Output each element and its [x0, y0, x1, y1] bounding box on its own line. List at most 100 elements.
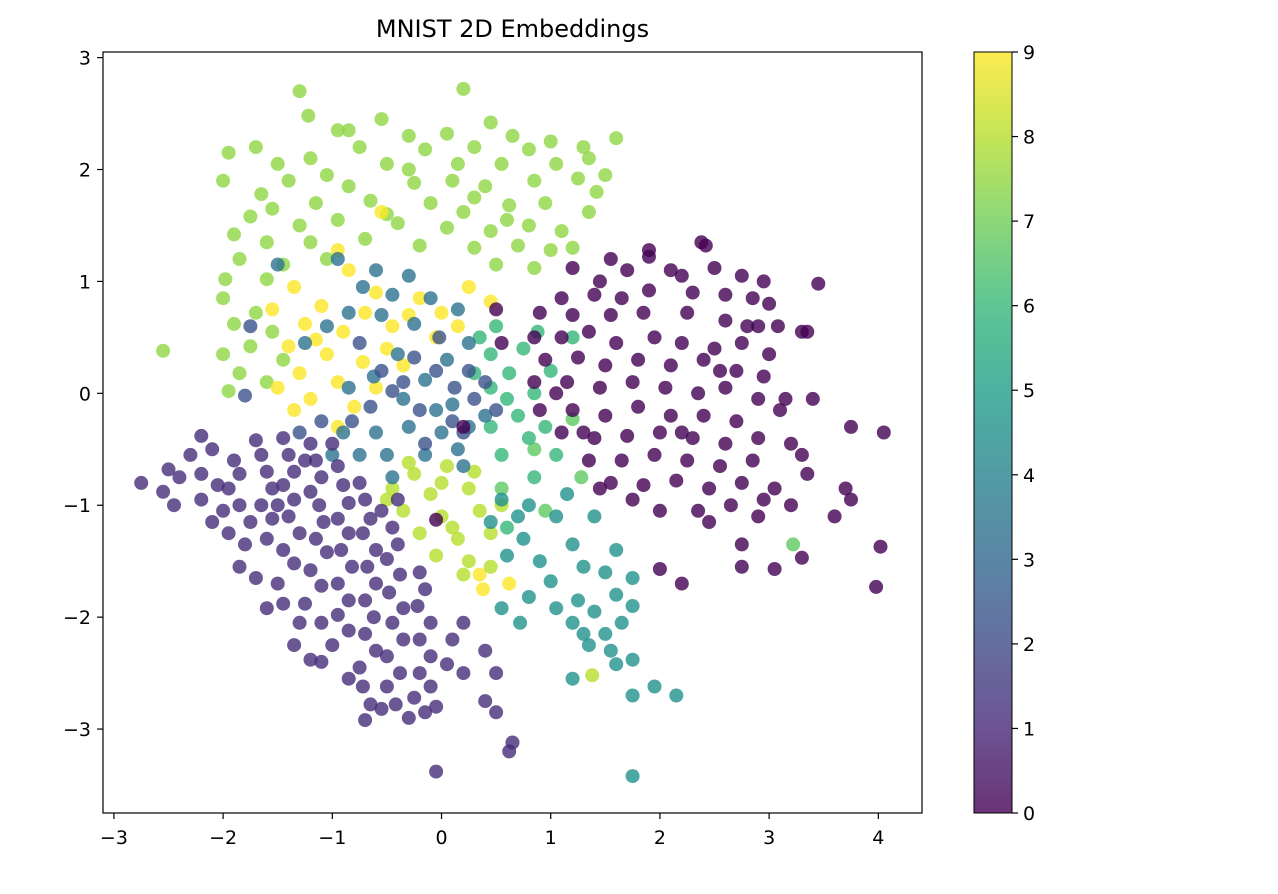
data-point — [576, 425, 591, 440]
x-tick-label: −3 — [100, 827, 128, 849]
data-point — [521, 498, 536, 513]
data-point — [401, 455, 416, 470]
data-point — [265, 302, 280, 317]
data-point — [827, 509, 842, 524]
colorbar-tick-label: 4 — [1023, 465, 1035, 487]
x-tick-label: 1 — [545, 827, 557, 849]
data-point — [456, 419, 471, 434]
data-point — [636, 305, 651, 320]
data-point — [450, 531, 465, 546]
data-point — [669, 473, 684, 488]
data-point — [221, 384, 236, 399]
x-tick-label: 2 — [654, 827, 666, 849]
data-point — [511, 238, 525, 253]
data-point — [762, 347, 777, 362]
data-point — [385, 615, 400, 630]
data-point — [418, 372, 433, 387]
data-point — [254, 187, 269, 202]
data-point — [396, 375, 411, 390]
data-point — [314, 470, 329, 485]
data-point — [549, 509, 564, 524]
series-class-3 — [270, 252, 493, 485]
data-point — [500, 391, 514, 406]
data-point — [167, 498, 181, 513]
data-point — [418, 447, 433, 462]
data-point — [614, 453, 629, 468]
data-point — [631, 399, 646, 414]
data-point — [565, 671, 580, 686]
data-point — [303, 235, 318, 250]
data-point — [685, 285, 700, 300]
data-point — [292, 218, 307, 233]
data-point — [625, 599, 640, 613]
data-point — [565, 240, 580, 255]
data-point — [281, 447, 296, 462]
data-point — [308, 453, 323, 468]
data-point — [734, 537, 749, 552]
data-point — [287, 464, 302, 479]
colorbar-tick-label: 0 — [1023, 803, 1035, 825]
data-point — [355, 280, 370, 294]
data-point — [423, 649, 438, 664]
data-point — [767, 481, 782, 496]
data-point — [396, 391, 411, 406]
x-tick-label: 0 — [435, 827, 447, 849]
data-point — [674, 425, 689, 440]
data-point — [352, 140, 367, 155]
data-point — [379, 447, 394, 462]
data-point — [385, 384, 400, 399]
data-point — [585, 668, 600, 683]
data-point — [734, 336, 749, 350]
data-point — [314, 299, 329, 313]
data-point — [581, 638, 596, 653]
data-point — [325, 447, 340, 462]
data-point — [478, 408, 493, 423]
y-tick-label: −2 — [63, 607, 91, 629]
data-point — [549, 447, 564, 462]
data-point — [360, 559, 375, 574]
data-point — [232, 252, 247, 266]
data-point — [494, 601, 509, 616]
data-point — [336, 425, 351, 440]
data-point — [396, 601, 411, 616]
data-point — [713, 363, 727, 378]
data-point — [407, 690, 422, 705]
data-point — [680, 305, 695, 320]
colorbar — [973, 51, 1013, 814]
chart-title: MNIST 2D Embeddings — [376, 15, 649, 43]
data-point — [543, 363, 558, 378]
data-point — [770, 319, 785, 334]
data-point — [625, 688, 640, 703]
data-point — [341, 623, 356, 638]
colorbar-tick-label: 5 — [1023, 380, 1035, 402]
data-point — [592, 481, 607, 496]
data-point — [500, 520, 514, 535]
data-point — [603, 643, 618, 658]
data-point — [369, 543, 383, 557]
data-point — [440, 459, 454, 474]
data-point — [521, 431, 536, 446]
data-point — [876, 425, 891, 440]
data-point — [401, 162, 416, 177]
data-point — [423, 196, 438, 211]
data-point — [232, 366, 247, 381]
data-point — [702, 481, 717, 496]
data-point — [478, 375, 493, 390]
data-point — [221, 145, 236, 160]
data-point — [603, 475, 618, 490]
data-point — [369, 425, 383, 440]
series-class-6 — [494, 412, 801, 552]
data-point — [265, 511, 280, 526]
data-point — [647, 679, 662, 694]
data-point — [227, 316, 241, 331]
data-point — [478, 694, 493, 709]
data-point — [221, 481, 236, 496]
data-point — [374, 205, 389, 219]
data-point — [254, 447, 269, 462]
data-point — [450, 319, 465, 334]
data-point — [456, 205, 471, 219]
data-point — [603, 252, 618, 266]
data-point — [281, 173, 296, 188]
data-point — [319, 319, 334, 334]
data-point — [369, 576, 383, 591]
